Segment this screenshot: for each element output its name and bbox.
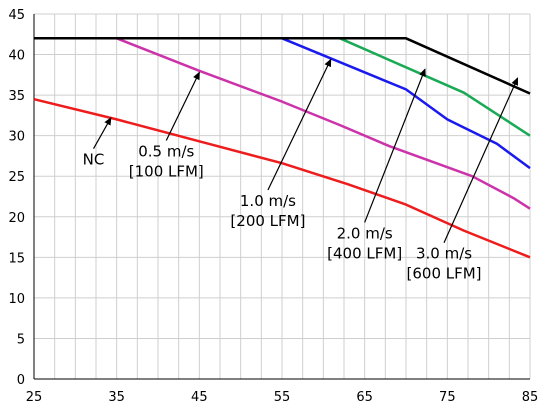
- annotation-label-s20: 2.0 m/s: [337, 224, 393, 242]
- y-tick-label: 40: [8, 49, 25, 64]
- y-tick-label: 15: [8, 251, 25, 266]
- x-tick-label: 85: [522, 390, 539, 405]
- x-tick-label: 45: [191, 390, 208, 405]
- x-tick-label: 75: [439, 390, 456, 405]
- annotation-arrow-s20: [364, 68, 426, 223]
- series-line-2: [34, 37, 531, 210]
- annotation-arrow-s10: [267, 58, 332, 191]
- grid: [33, 13, 531, 380]
- series-lines: [33, 37, 531, 259]
- y-tick-label: 10: [8, 292, 25, 307]
- annotation-arrow-nc: [92, 116, 112, 149]
- series-line-1: [33, 97, 531, 259]
- annotation-label-s05: [100 LFM]: [129, 163, 204, 181]
- y-tick-label: 0: [17, 373, 25, 388]
- y-tick-label: 25: [8, 170, 25, 185]
- x-tick-label: 35: [108, 390, 125, 405]
- annotation-label-s20: [400 LFM]: [327, 244, 402, 262]
- annotations: NC 0.5 m/s [100 LFM] 1.0 m/s [200 LFM] 2.0 m/…: [83, 58, 519, 283]
- annotation-label-s30: [600 LFM]: [407, 265, 482, 283]
- annotation-label-nc: NC: [83, 151, 105, 169]
- y-tick-label: 30: [8, 130, 25, 145]
- series-line-5: [34, 37, 531, 95]
- annotation-label-s30: 3.0 m/s: [416, 245, 472, 263]
- y-tick-label: 20: [8, 211, 25, 226]
- annotation-label-s10: 1.0 m/s: [240, 192, 296, 210]
- x-tick-label: 25: [26, 390, 43, 405]
- annotation-arrow-s30: [443, 77, 519, 243]
- annotation-arrow-s05: [165, 71, 200, 141]
- x-tick-label: 65: [356, 390, 373, 405]
- y-tick-label: 35: [8, 89, 25, 104]
- y-tick-label: 45: [8, 8, 25, 23]
- annotation-label-s10: [200 LFM]: [230, 212, 305, 230]
- y-tick-label: 5: [17, 332, 25, 347]
- tick-labels: 25 35 45 55 65 75 85 0 5 10 15 20 25 30 35 40 45: [8, 8, 538, 405]
- x-tick-label: 55: [274, 390, 291, 405]
- annotation-label-s05: 0.5 m/s: [138, 143, 194, 161]
- axes: [33, 14, 530, 380]
